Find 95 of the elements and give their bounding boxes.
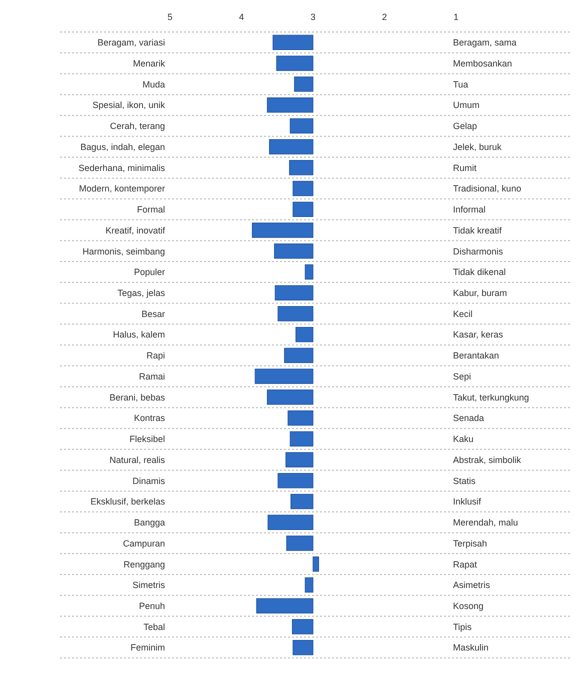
bar [292,180,314,196]
y-tick-label: Penuh [138,600,165,611]
y2-tick-label: Disharmonis [453,246,504,256]
y-tick-label: Tebal [143,622,165,632]
y-tick-label: Eksklusif, berkelas [90,496,166,507]
bar [290,431,314,447]
y2-tick-label: Asimetris [453,580,490,590]
y-tick-label: Rapi [146,350,165,361]
y2-tick-label: Beragam, sama [453,38,517,48]
bar [266,97,314,113]
bar [256,598,314,614]
bar [254,368,314,384]
y-tick-label: Harmonis, seimbang [82,246,165,256]
y2-tick-label: Informal [453,204,486,215]
y-tick-label: Kontras [134,413,166,424]
y2-tick-label: Terpisah [453,538,488,548]
y2-tick-label: Takut, terkungkung [453,392,530,402]
y-tick-label: Tegas, jelas [117,288,166,298]
y2-tick-label: Tua [453,79,468,90]
y2-tick-label: Gelap [453,121,478,132]
bar [290,494,314,510]
y-tick-label: Berani, bebas [109,392,166,402]
y2-tick-label: Senada [453,413,484,424]
y-tick-label: Cerah, terang [110,121,165,132]
bar [304,577,314,593]
y-tick-label: Feminim [130,642,165,653]
y2-tick-label: Tidak dikenal [453,267,506,278]
y2-tick-label: Sepi [453,371,472,382]
x-tick-label: 4 [238,12,244,22]
y2-tick-label: Kaku [453,434,474,444]
bar [266,390,314,405]
y2-tick-label: Kabur, buram [453,288,508,298]
y-tick-label: Dinamis [132,476,166,486]
bar [278,473,314,488]
y-tick-label: Campuran [122,538,165,548]
y2-tick-label: Tradisional, kuno [453,184,522,194]
bar [274,285,314,300]
y-tick-label: Beragam, variasi [97,38,165,48]
y2-tick-label: Inklusif [453,496,482,507]
y2-tick-label: Kasar, keras [453,330,504,340]
bar [292,619,314,634]
y-tick-label: Natural, realis [109,454,166,465]
y-tick-label: Halus, kalem [112,330,165,340]
y-tick-label: Spesial, ikon, unik [92,100,166,110]
bar [276,56,314,71]
x-tick-label: 3 [310,12,316,22]
y-tick-label: Renggang [123,559,165,570]
bar [278,306,314,322]
y-tick-label: Simetris [132,580,166,590]
y2-tick-label: Umum [453,100,480,110]
y-tick-label: Bagus, indah, elegan [80,142,165,152]
y-tick-label: Formal [136,204,165,215]
bar [289,160,314,176]
bar [286,452,314,468]
y-tick-label: Kreatif, inovatif [105,225,166,236]
bar [290,118,314,134]
y2-tick-label: Statis [453,476,476,486]
y2-tick-label: Tidak kreatif [453,225,502,236]
y-tick-label: Muda [142,79,165,90]
y2-tick-label: Kosong [453,600,484,611]
y-tick-label: Populer [134,267,165,278]
y-tick-label: Besar [141,308,165,319]
bar [268,514,314,530]
y2-tick-label: Jelek, buruk [453,142,502,152]
y-tick-label: Fleksibel [129,434,165,444]
y-tick-label: Menarik [132,58,166,68]
x-tick-label: 1 [453,12,459,22]
y2-tick-label: Berantakan [453,350,500,361]
bar [312,556,320,572]
bar [292,640,314,656]
y2-tick-label: Rumit [453,162,477,173]
y-tick-label: Bangga [134,518,165,528]
bar [294,76,314,92]
bar [269,139,314,154]
bar [288,410,314,426]
y-tick-label: Sederhana, minimalis [78,162,166,173]
y2-tick-label: Merendah, malu [453,518,518,528]
bar [304,264,314,280]
x-tick-label: 2 [382,12,388,22]
y2-tick-label: Rapat [453,559,478,570]
y2-tick-label: Kecil [453,308,473,319]
bar [286,536,314,551]
y2-tick-label: Abstrak, simbolik [453,454,522,465]
bar [274,243,314,259]
y-tick-label: Ramai [138,371,165,382]
bar [252,222,314,238]
y2-tick-label: Tipis [453,622,472,632]
bar [272,34,314,50]
bar [284,348,314,364]
y-tick-label: Modern, kontemporer [78,184,165,194]
bar [292,202,314,217]
bar [296,326,314,342]
x-tick-label: 5 [167,12,173,22]
y2-tick-label: Membosankan [453,58,512,68]
y2-tick-label: Maskulin [453,642,489,653]
